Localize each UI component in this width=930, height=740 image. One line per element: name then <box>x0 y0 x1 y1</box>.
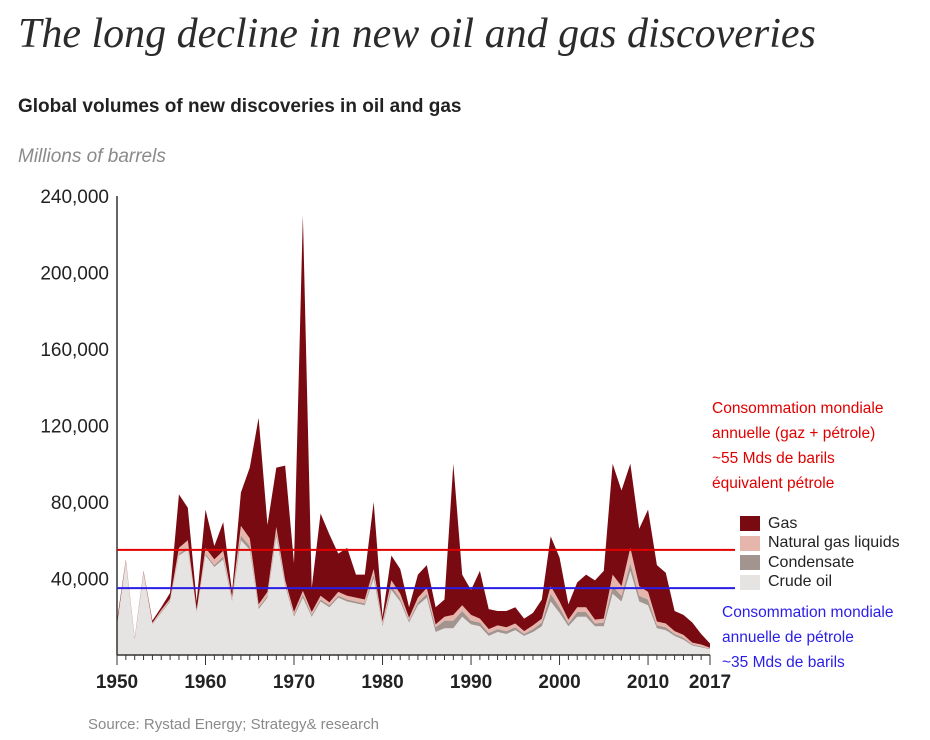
annotation-red-line-4: équivalent pétrole <box>712 475 835 492</box>
x-tick-label-2017: 2017 <box>689 672 731 693</box>
legend-label-gas: Gas <box>768 514 798 532</box>
x-tick-label-1950: 1950 <box>96 672 138 693</box>
legend-item-gas: Gas <box>740 514 900 534</box>
y-tick-label-120000: 120,000 <box>40 417 109 438</box>
chart-legend: Gas Natural gas liquids Condensate Crude… <box>740 514 900 592</box>
source-note: Source: Rystad Energy; Strategy& researc… <box>88 716 379 733</box>
y-tick-label-200000: 200,000 <box>40 264 109 285</box>
area-crude-oil <box>117 536 710 655</box>
y-tick-label-80000: 80,000 <box>51 493 109 514</box>
y-tick-label-240000: 240,000 <box>40 187 109 208</box>
x-tick-label-1970: 1970 <box>273 672 315 693</box>
annotation-blue-line-2: annuelle de pétrole <box>722 629 854 646</box>
legend-label-condensate: Condensate <box>768 553 855 571</box>
area-gas <box>117 215 710 648</box>
annotation-red-line-3: ~55 Mds de barils <box>712 450 835 467</box>
annotation-red-line-1: Consommation mondiale <box>712 400 884 417</box>
annotation-red-line-2: annuelle (gaz + pétrole) <box>712 425 876 442</box>
annotation-blue: Consommation mondiale annuelle de pétrol… <box>722 600 893 675</box>
legend-swatch-condensate <box>740 555 760 571</box>
legend-label-ngl: Natural gas liquids <box>768 534 900 552</box>
annotation-blue-line-3: ~35 Mds de barils <box>722 654 845 671</box>
page-title: The long decline in new oil and gas disc… <box>18 11 816 57</box>
annotation-red: Consommation mondiale annuelle (gaz + pé… <box>712 396 883 496</box>
annotation-blue-line-1: Consommation mondiale <box>722 604 894 621</box>
y-tick-label-160000: 160,000 <box>40 340 109 361</box>
x-tick-label-1980: 1980 <box>361 672 403 693</box>
legend-swatch-ngl <box>740 535 760 551</box>
x-tick-label-1990: 1990 <box>450 672 492 693</box>
legend-item-crude: Crude oil <box>740 573 900 593</box>
legend-swatch-gas <box>740 516 760 532</box>
legend-swatch-crude <box>740 574 760 590</box>
legend-item-condensate: Condensate <box>740 553 900 573</box>
legend-item-ngl: Natural gas liquids <box>740 534 900 554</box>
y-tick-label-40000: 40,000 <box>51 570 109 591</box>
x-tick-label-2000: 2000 <box>538 672 580 693</box>
chart-subtitle: Global volumes of new discoveries in oil… <box>18 96 462 117</box>
y-axis-unit-label: Millions of barrels <box>18 146 166 167</box>
x-tick-label-1960: 1960 <box>184 672 226 693</box>
legend-label-crude: Crude oil <box>768 573 833 591</box>
x-tick-label-2010: 2010 <box>627 672 669 693</box>
